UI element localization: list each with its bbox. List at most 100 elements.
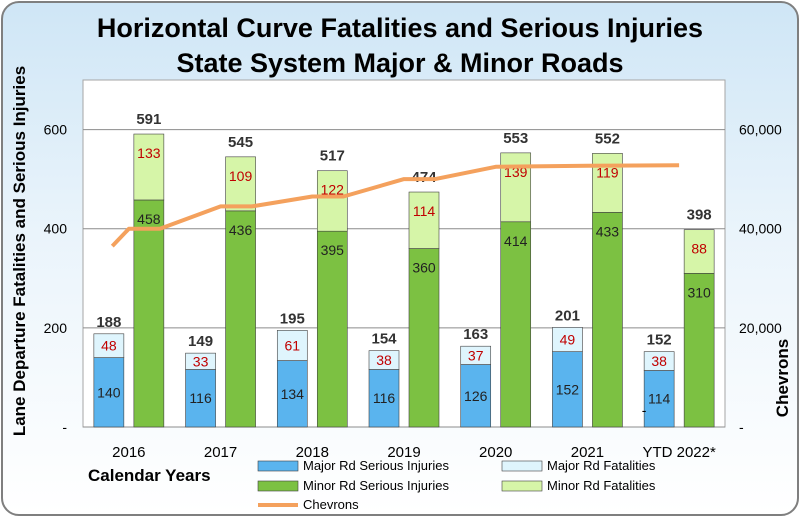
data-label-major-serious-injuries: 134 [281, 386, 305, 402]
bar-minor-serious-injuries [408, 248, 440, 428]
data-label-major-serious-injuries: 152 [556, 381, 580, 397]
plot-area [82, 79, 726, 428]
bar-major-serious-injuries [460, 364, 492, 428]
x-tick-label: 2017 [204, 444, 237, 461]
chart: Horizontal Curve Fatalities and Serious … [10, 13, 792, 512]
chart-title-line-1: Horizontal Curve Fatalities and Serious … [97, 13, 703, 43]
x-tick-label: 2016 [112, 444, 145, 461]
data-label-major-fatalities: 49 [560, 332, 576, 348]
y-tick-label: 600 [44, 122, 68, 138]
total-label-major: 154 [371, 331, 397, 348]
data-label-major-serious-injuries: 116 [189, 390, 212, 406]
total-label-major: 201 [555, 307, 580, 324]
total-label-major: 163 [463, 326, 488, 343]
data-label-minor-fatalities: 133 [137, 145, 161, 161]
bar-major-serious-injuries [185, 369, 216, 428]
y-tick-label: - [62, 419, 67, 435]
bar-minor-serious-injuries [592, 212, 623, 428]
data-label-minor-serious-injuries: 414 [504, 233, 528, 249]
bar-major-serious-injuries [93, 357, 125, 428]
y-tick-label: 200 [44, 320, 68, 336]
data-label-minor-serious-injuries: 458 [137, 211, 161, 227]
data-label-minor-fatalities: 109 [229, 168, 253, 184]
chart-title-line-2: State System Major & Minor Roads [176, 48, 623, 78]
bar-minor-fatalities [408, 191, 440, 249]
data-label-major-serious-injuries: 116 [373, 390, 396, 406]
bar-major-serious-injuries [552, 351, 583, 428]
x-tick-label: 2020 [479, 444, 512, 461]
bar-minor-fatalities [683, 229, 715, 274]
data-label-minor-fatalities: 114 [413, 203, 436, 219]
total-label-minor: 552 [595, 130, 620, 147]
bar-minor-fatalities [133, 133, 165, 201]
data-label-major-fatalities: 48 [101, 338, 117, 354]
bar-minor-fatalities [500, 152, 532, 223]
y2-axis-title: Chevrons [773, 339, 792, 417]
data-label-major-serious-injuries: 126 [464, 388, 488, 404]
legend-major-rd-serious-injuries-swatch [257, 460, 299, 472]
total-label-major: 152 [647, 332, 672, 349]
data-label-major-serious-injuries: 114 [648, 391, 671, 407]
bar-minor-serious-injuries [133, 199, 165, 428]
bar-minor-serious-injuries [225, 210, 256, 428]
bar-major-fatalities [643, 351, 675, 371]
total-label-minor: 398 [687, 207, 712, 224]
total-label-minor: 545 [228, 134, 253, 151]
bar-major-fatalities [552, 327, 583, 352]
y2-tick-label: 60,000 [739, 122, 782, 138]
bar-major-serious-injuries [368, 369, 400, 428]
bar-minor-fatalities [316, 170, 348, 232]
data-label-major-fatalities: 37 [468, 347, 484, 363]
bar-minor-fatalities [225, 156, 256, 212]
y2-tick-label: 20,000 [739, 320, 782, 336]
legend-minor-rd-fatalities-label: Minor Rd Fatalities [547, 478, 656, 493]
bar-major-serious-injuries [643, 370, 675, 428]
x-tick-label: 2019 [387, 444, 420, 461]
data-label-minor-serious-injuries: 433 [596, 223, 620, 239]
legend-minor-rd-serious-injuries-label: Minor Rd Serious Injuries [303, 478, 449, 493]
bar-minor-serious-injuries [500, 221, 532, 428]
chevrons-line [110, 163, 680, 248]
x-tick-label: 2021 [571, 444, 604, 461]
legend-minor-rd-serious-injuries-swatch [257, 480, 299, 492]
legend-major-rd-fatalities-swatch [501, 460, 543, 472]
total-label-minor: 591 [136, 111, 161, 128]
data-label-minor-serious-injuries: 310 [687, 284, 711, 300]
bar-major-fatalities [185, 352, 216, 370]
data-label-major-fatalities: 61 [284, 337, 300, 353]
legend-major-rd-fatalities-label: Major Rd Fatalities [547, 458, 656, 473]
y-axis-title: Lane Departure Fatalities and Serious In… [10, 66, 29, 436]
total-label-major: 149 [188, 333, 213, 350]
x-tick-label: 2018 [296, 444, 329, 461]
total-label-minor: 517 [320, 148, 345, 165]
data-label-major-fatalities: 38 [651, 353, 667, 369]
bar-major-fatalities [276, 330, 308, 361]
x-axis-title: Calendar Years [88, 466, 211, 485]
data-label-minor-fatalities: 122 [321, 182, 345, 198]
data-label-minor-serious-injuries: 360 [412, 260, 436, 276]
y2-tick-label: - [739, 419, 744, 435]
legend-chevrons-label: Chevrons [303, 497, 359, 512]
legend-major-rd-serious-injuries-label: Major Rd Serious Injuries [303, 458, 449, 473]
total-label-minor: 553 [503, 130, 528, 147]
data-label-minor-serious-injuries: 436 [229, 222, 253, 238]
data-label-major-fatalities: 38 [376, 352, 392, 368]
data-label-major-fatalities: 33 [193, 353, 209, 369]
x-tick-label: YTD 2022* [642, 444, 716, 461]
bar-minor-serious-injuries [316, 230, 348, 428]
legend-minor-rd-fatalities-swatch [501, 480, 543, 492]
bar-major-fatalities [368, 350, 400, 370]
data-label-major-serious-injuries: 140 [97, 384, 121, 400]
data-label-minor-fatalities: 119 [596, 164, 619, 180]
bar-major-fatalities [93, 333, 125, 358]
total-label-major: 195 [280, 310, 305, 327]
data-label-minor-serious-injuries: 395 [321, 242, 345, 258]
extra-label: - [642, 402, 647, 418]
bar-minor-serious-injuries [683, 273, 715, 428]
bar-minor-fatalities [592, 153, 623, 213]
bar-major-fatalities [460, 345, 492, 365]
data-label-minor-fatalities: 88 [691, 241, 707, 257]
bar-major-serious-injuries [276, 360, 308, 428]
total-label-major: 188 [96, 314, 121, 331]
